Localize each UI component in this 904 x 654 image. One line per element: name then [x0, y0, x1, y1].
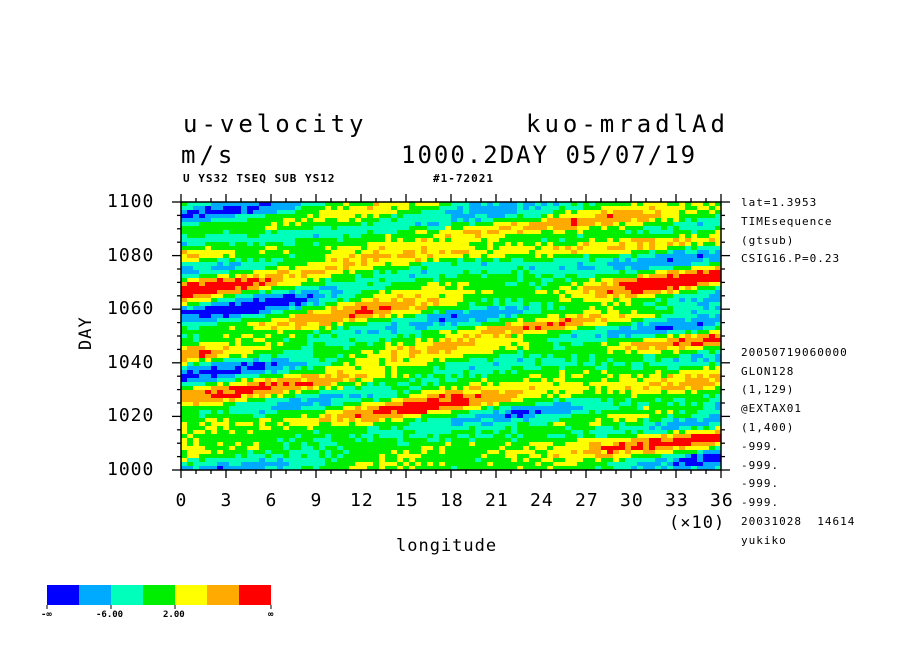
colorbar-label: -6.00 — [96, 610, 124, 620]
side-info-line: TIMEsequence — [741, 215, 833, 228]
side-info-line: (1,129) — [741, 383, 795, 396]
colorbar-swatch — [207, 585, 239, 605]
axis-ticks — [172, 194, 730, 478]
x-tick-label: 0 — [175, 490, 188, 511]
side-info-line: 20031028 14614 — [741, 515, 856, 528]
x-tick-label: 21 — [485, 490, 509, 511]
y-tick-label: 1020 — [107, 405, 155, 427]
side-info-line: 20050719060000 — [741, 346, 848, 359]
x-tick-label: 24 — [530, 490, 554, 511]
x-tick-label: 3 — [220, 490, 233, 511]
colorbar-label: -∞ — [41, 610, 52, 620]
y-tick-label: 1060 — [107, 298, 155, 320]
colorbar-swatch — [111, 585, 143, 605]
colorbar-label: 2.00 — [163, 610, 185, 620]
heatmap-field — [181, 202, 722, 471]
x-tick-label: 9 — [310, 490, 323, 511]
colorbar-swatch — [239, 585, 271, 605]
side-info-line: -999. — [741, 440, 780, 453]
y-tick-label: 1040 — [107, 351, 155, 373]
x-axis-label: longitude — [396, 536, 498, 556]
side-info-line: lat=1.3953 — [741, 196, 818, 209]
sub-right: #1-72021 — [433, 172, 494, 185]
x-tick-label: 15 — [395, 490, 419, 511]
x-multiplier: (×10) — [669, 513, 726, 533]
side-info-line: CSIG16.P=0.23 — [741, 252, 841, 265]
y-tick-label: 1100 — [107, 191, 155, 212]
date-line: 1000.2DAY 05/07/19 — [401, 141, 698, 169]
side-info-line: -999. — [741, 496, 780, 509]
side-info-line: @EXTAX01 — [741, 402, 802, 415]
side-info-line: yukiko — [741, 534, 787, 547]
side-info-line: -999. — [741, 477, 780, 490]
x-tick-label: 30 — [620, 490, 644, 511]
side-info-line: (gtsub) — [741, 234, 795, 247]
x-tick-label: 36 — [710, 490, 734, 511]
x-tick-label: 18 — [440, 490, 464, 511]
colorbar-swatch — [79, 585, 111, 605]
colorbar-label: ∞ — [268, 610, 274, 620]
side-info-line: GLON128 — [741, 365, 795, 378]
colorbar-swatch — [143, 585, 175, 605]
sub-left: U YS32 TSEQ SUB YS12 — [183, 172, 336, 185]
x-tick-label: 27 — [575, 490, 599, 511]
colorbar-swatch — [175, 585, 207, 605]
y-tick-label: 1000 — [107, 459, 155, 480]
y-tick-label: 1080 — [107, 244, 155, 266]
colorbar-swatch — [47, 585, 79, 605]
title-left: u-velocity — [183, 110, 368, 138]
y-axis-label: DAY — [76, 316, 96, 350]
side-info-line: -999. — [741, 459, 780, 472]
x-tick-label: 6 — [265, 490, 278, 511]
units-label: m/s — [181, 141, 237, 169]
x-tick-label: 12 — [350, 490, 374, 511]
title-right: kuo-mradlAd — [526, 110, 729, 138]
x-tick-label: 33 — [665, 490, 689, 511]
side-info-line: (1,400) — [741, 421, 795, 434]
colorbar — [46, 585, 272, 609]
